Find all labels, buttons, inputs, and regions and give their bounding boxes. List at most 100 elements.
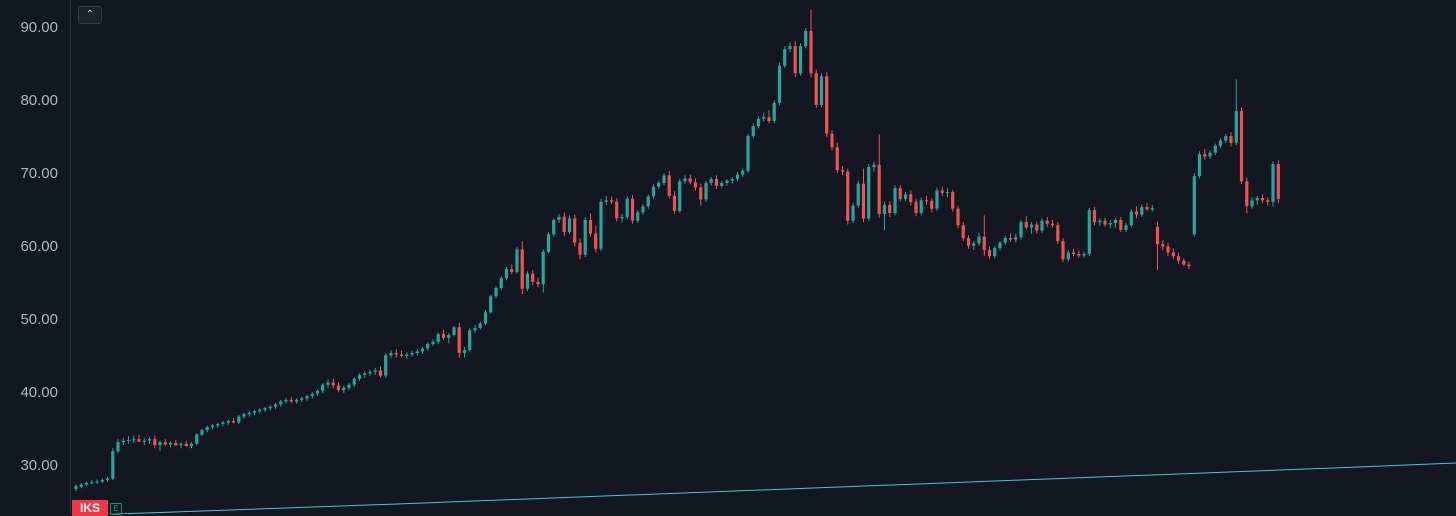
candle-body — [226, 421, 230, 423]
candle — [452, 325, 456, 337]
candle-body — [1250, 200, 1254, 207]
candle — [326, 379, 330, 388]
candle-body — [1003, 238, 1007, 243]
candle — [1276, 160, 1280, 204]
candle-body — [720, 182, 724, 186]
candle-body — [1171, 252, 1175, 257]
candle-body — [1050, 223, 1055, 226]
candle — [735, 172, 740, 182]
candle-body — [105, 478, 110, 480]
candle — [672, 191, 677, 214]
candle-body — [557, 216, 561, 220]
candle-body — [200, 430, 204, 435]
candle — [1045, 216, 1049, 227]
candle — [405, 352, 409, 359]
candle-body — [961, 225, 965, 239]
candle-body — [415, 351, 419, 353]
candle — [1129, 209, 1133, 228]
candle — [846, 168, 850, 225]
candle — [636, 210, 640, 223]
candle-body — [735, 174, 740, 180]
candle — [436, 332, 440, 344]
candle-body — [846, 171, 850, 221]
candle-body — [347, 384, 351, 388]
candle — [594, 226, 598, 253]
candle — [441, 329, 446, 341]
candle-body — [279, 401, 283, 405]
candle — [1150, 204, 1154, 212]
candle — [578, 238, 582, 260]
candle-body — [384, 355, 388, 376]
candle-body — [205, 427, 209, 431]
candle-body — [1276, 164, 1280, 199]
candle-body — [531, 273, 535, 282]
candle-body — [924, 200, 929, 202]
candle — [867, 164, 871, 221]
candle — [583, 216, 587, 257]
candle-body — [1234, 111, 1238, 143]
candle — [1182, 258, 1186, 267]
candle — [762, 112, 766, 122]
candle — [90, 480, 94, 485]
candle — [205, 425, 209, 433]
candle-body — [825, 76, 829, 134]
candle-body — [1182, 260, 1186, 265]
candle-body — [1271, 164, 1275, 202]
candle — [541, 249, 545, 293]
candle — [1024, 216, 1028, 230]
candle — [121, 437, 125, 446]
candle-body — [321, 384, 325, 391]
candle — [195, 433, 199, 446]
candle-body — [221, 422, 225, 424]
candle-body — [504, 269, 509, 279]
earnings-icon[interactable]: E — [110, 503, 122, 515]
candle — [216, 422, 220, 428]
candle — [1171, 248, 1175, 260]
candle — [483, 309, 488, 325]
candle — [646, 194, 650, 209]
candle-body — [1061, 241, 1065, 260]
candle-body — [1166, 246, 1170, 253]
candle-body — [767, 117, 771, 121]
candle — [268, 405, 272, 411]
candle-body — [158, 442, 162, 446]
candle — [1140, 204, 1144, 217]
candle — [531, 269, 535, 285]
candle — [604, 195, 608, 205]
price-axis: 90.00 80.00 70.00 60.00 50.00 40.00 30.0… — [20, 19, 58, 474]
candle — [751, 123, 755, 139]
candle-body — [331, 382, 335, 386]
candle — [499, 275, 503, 291]
candle — [1008, 233, 1013, 242]
y-tick-label: 80.00 — [20, 92, 58, 109]
candle-body — [888, 204, 892, 214]
candle-body — [567, 218, 572, 232]
candle — [426, 342, 430, 351]
candle-body — [877, 164, 881, 214]
candle — [851, 202, 855, 223]
candle-body — [210, 425, 215, 428]
candle-body — [289, 399, 293, 402]
candle — [84, 481, 89, 486]
candle-body — [168, 442, 173, 445]
candle — [741, 168, 745, 177]
candle — [111, 448, 115, 480]
candle — [1239, 107, 1244, 184]
candle — [1192, 173, 1196, 237]
candle-body — [625, 198, 629, 217]
candle — [536, 277, 540, 288]
candle-body — [672, 195, 677, 211]
candle-body — [609, 200, 614, 202]
candle-body — [1129, 211, 1133, 226]
candle — [630, 195, 635, 224]
candle-body — [840, 170, 845, 172]
candle — [825, 72, 829, 137]
candle — [1224, 133, 1228, 143]
candle — [987, 246, 992, 260]
candle-body — [90, 482, 94, 484]
candle-body — [1239, 111, 1244, 182]
collapse-chevron-up-icon[interactable]: ⌃ — [78, 6, 102, 24]
candle-body — [126, 439, 131, 441]
